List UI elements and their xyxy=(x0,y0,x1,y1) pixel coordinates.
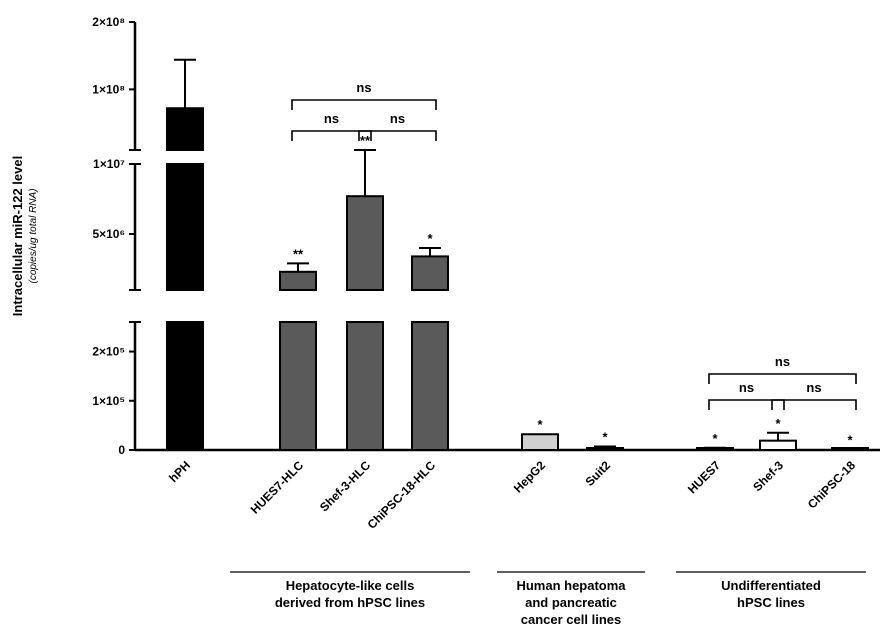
bar-HepG2 xyxy=(521,433,559,452)
bar-hPH xyxy=(166,321,204,451)
category-label: ChiPSC-18 xyxy=(805,458,859,512)
significance-mark: ** xyxy=(360,133,371,148)
comparison-label: ns xyxy=(356,80,371,95)
category-label: Shef-3-HLC xyxy=(317,458,373,514)
group-label: hPSC lines xyxy=(737,595,805,610)
bar-ChiPSC-18-HLC xyxy=(411,255,449,291)
y-tick-label: 0 xyxy=(118,443,125,457)
group-label: Human hepatoma xyxy=(516,578,626,593)
bar-Shef-3 xyxy=(759,439,797,451)
comparison-label: ns xyxy=(390,111,405,126)
bar-Shef-3-HLC xyxy=(346,195,384,291)
comparison-bracket xyxy=(771,399,857,410)
y-tick-label: 2×10⁸ xyxy=(92,15,125,29)
comparison-bracket xyxy=(358,130,437,141)
y-tick-label: 2×10⁵ xyxy=(92,345,125,359)
y-tick-label: 1×10⁷ xyxy=(93,157,125,171)
y-tick-label: 1×10⁵ xyxy=(92,394,125,408)
y-axis-subtitle: (copies/ug total RNA) xyxy=(28,188,39,283)
category-label: hPH xyxy=(166,458,193,485)
comparison-bracket xyxy=(291,130,372,141)
group-label: and pancreatic xyxy=(525,595,617,610)
comparison-bracket xyxy=(708,373,857,384)
significance-mark: * xyxy=(427,231,433,246)
comparison-label: ns xyxy=(324,111,339,126)
significance-mark: * xyxy=(775,416,781,431)
bar-HUES7-HLC xyxy=(279,270,317,291)
group-label: cancer cell lines xyxy=(521,612,621,627)
significance-mark: * xyxy=(537,417,543,432)
bar-Shef-3-HLC xyxy=(346,321,384,451)
category-label: Suit2 xyxy=(582,458,613,489)
group-labels: Hepatocyte-like cells derived from hPSC l… xyxy=(230,571,866,627)
significance-mark: * xyxy=(847,433,853,448)
bar-HUES7-HLC xyxy=(279,321,317,451)
bar-ChiPSC-18-HLC xyxy=(411,321,449,451)
y-tick-label: 1×10⁸ xyxy=(92,82,125,96)
bar-ChiPSC-18 xyxy=(831,447,869,451)
group-label: Hepatocyte-like cells xyxy=(286,578,415,593)
bar-hPH xyxy=(166,107,204,152)
category-label: HUES7 xyxy=(685,458,723,496)
category-label: HUES7-HLC xyxy=(248,458,307,517)
category-label: ChiPSC-18-HLC xyxy=(365,458,439,532)
group-label: Undifferentiated xyxy=(721,578,821,593)
bar-Suit2 xyxy=(586,447,624,451)
significance-mark: ** xyxy=(293,246,304,261)
significance-mark: * xyxy=(602,430,608,445)
bar-hPH xyxy=(166,163,204,291)
comparison-label: ns xyxy=(775,354,790,369)
bar-series xyxy=(166,58,869,452)
y-axis-title: Intracellular miR-122 level xyxy=(10,156,25,316)
comparison-bracket xyxy=(291,99,437,110)
comparison-label: ns xyxy=(806,380,821,395)
significance-mark: * xyxy=(712,431,718,446)
comparison-bracket xyxy=(708,399,785,410)
group-label: derived from hPSC lines xyxy=(275,595,425,610)
y-tick-label: 5×10⁶ xyxy=(92,227,125,241)
category-label: HepG2 xyxy=(511,458,548,495)
y-axis: 0 1×10⁵ 2×10⁵ 5×10⁶ 1×10⁷ 1×10⁸ 2×10⁸ xyxy=(92,15,880,457)
category-label: Shef-3 xyxy=(750,458,786,494)
comparison-label: ns xyxy=(739,380,754,395)
